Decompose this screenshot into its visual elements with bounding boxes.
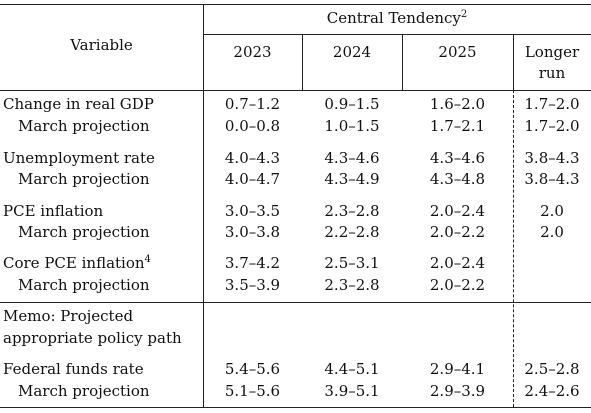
cell-2023: 0.0–0.8 [224, 117, 281, 135]
cell-2023: 3.0–3.5 [224, 202, 281, 220]
cell-2024: 2.3–2.8 [324, 276, 380, 294]
header-bottom-rule [0, 90, 591, 91]
cell-2024: 2.3–2.8 [324, 202, 380, 220]
year-2024-2025-rule [402, 34, 403, 90]
top-rule [0, 4, 591, 5]
longer-run-header-rule [513, 34, 514, 90]
row-label: Unemployment rate [3, 149, 155, 167]
cell-2025: 2.0–2.2 [429, 276, 486, 294]
header-longer-run-1: Longer [524, 43, 580, 61]
subheader-rule [203, 34, 591, 35]
memo-top-rule [0, 302, 591, 303]
row-label-core-pce: Core PCE inflation4 [3, 254, 151, 272]
row-label: March projection [18, 223, 150, 241]
cell-longer-run: 2.0 [540, 202, 564, 220]
cell-2024: 4.3–4.6 [324, 149, 380, 167]
row-label: Core PCE inflation [3, 254, 145, 272]
cell-2023: 3.5–3.9 [224, 276, 281, 294]
header-year-2025: 2025 [438, 43, 477, 61]
header-central-tendency: Central Tendency2 [203, 9, 591, 27]
cell-2023: 5.1–5.6 [224, 382, 281, 400]
cell-longer-run: 2.4–2.6 [524, 382, 580, 400]
memo-line-2: appropriate policy path [3, 329, 182, 347]
year-2023-2024-rule [302, 34, 303, 90]
cell-longer-run: 3.8–4.3 [524, 170, 580, 188]
row-label: Federal funds rate [3, 360, 144, 378]
bottom-rule [0, 407, 591, 408]
cell-2024: 0.9–1.5 [324, 95, 380, 113]
cell-2025: 4.3–4.6 [429, 149, 486, 167]
cell-2025: 2.9–3.9 [429, 382, 486, 400]
cell-2025: 2.0–2.2 [429, 223, 486, 241]
cell-2023: 3.7–4.2 [224, 254, 281, 272]
row-label: March projection [18, 276, 150, 294]
cell-2024: 3.9–5.1 [324, 382, 380, 400]
row-label: March projection [18, 117, 150, 135]
cell-longer-run: 2.5–2.8 [524, 360, 580, 378]
header-group-label: Central Tendency [326, 9, 461, 27]
cell-2023: 4.0–4.3 [224, 149, 281, 167]
cell-2025: 2.0–2.4 [429, 254, 486, 272]
cell-longer-run: 1.7–2.0 [524, 95, 580, 113]
header-year-2024: 2024 [332, 43, 372, 61]
cell-2025: 1.6–2.0 [429, 95, 486, 113]
header-group-note: 2 [460, 9, 468, 20]
cell-2024: 2.2–2.8 [324, 223, 380, 241]
longer-run-dashed-rule [513, 90, 514, 407]
cell-2024: 2.5–3.1 [324, 254, 380, 272]
row-label: March projection [18, 170, 150, 188]
cell-2025: 4.3–4.8 [429, 170, 486, 188]
cell-longer-run: 1.7–2.0 [524, 117, 580, 135]
cell-2025: 2.9–4.1 [429, 360, 486, 378]
memo-line-1: Memo: Projected [3, 307, 134, 325]
header-year-2023: 2023 [233, 43, 272, 61]
row-label: PCE inflation [3, 202, 104, 220]
cell-2023: 4.0–4.7 [224, 170, 281, 188]
variable-column-rule [203, 4, 204, 408]
row-note: 4 [144, 254, 151, 265]
row-label: March projection [18, 382, 150, 400]
header-variable: Variable [70, 36, 133, 54]
cell-longer-run: 2.0 [540, 223, 564, 241]
cell-2024: 4.4–5.1 [324, 360, 380, 378]
cell-2023: 0.7–1.2 [224, 95, 281, 113]
cell-longer-run: 3.8–4.3 [524, 149, 580, 167]
row-label: Change in real GDP [3, 95, 154, 113]
cell-2024: 4.3–4.9 [324, 170, 380, 188]
cell-2025: 1.7–2.1 [429, 117, 486, 135]
cell-2023: 5.4–5.6 [224, 360, 281, 378]
cell-2023: 3.0–3.8 [224, 223, 281, 241]
header-longer-run-2: run [538, 64, 566, 82]
cell-2025: 2.0–2.4 [429, 202, 486, 220]
cell-2024: 1.0–1.5 [324, 117, 380, 135]
